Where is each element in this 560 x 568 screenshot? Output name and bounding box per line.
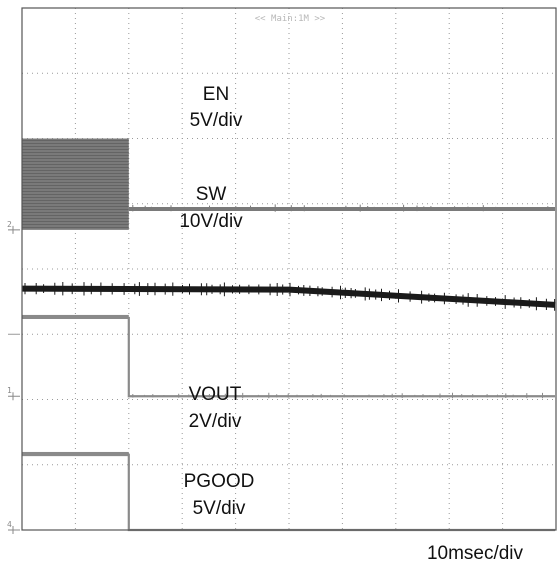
ground-marker-label: 1 (7, 386, 12, 395)
timebase-label: 10msec/div (427, 543, 524, 564)
scope-grid (22, 8, 556, 530)
vout-channel-name: VOUT (189, 384, 242, 405)
en-glitches (132, 392, 543, 399)
header-text: << Main:1M >> (255, 14, 326, 24)
sw-band-texture (22, 140, 129, 228)
ground-marker-icon (8, 526, 20, 534)
vout-noise (24, 282, 556, 311)
ground-marker-label: 4 (7, 520, 12, 529)
sw-channel-scale: 10V/div (179, 211, 243, 232)
vout-channel-scale: 2V/div (189, 411, 242, 432)
sw-channel-name: SW (196, 184, 227, 205)
pgood-high-band (22, 451, 129, 456)
scope-traces (21, 138, 556, 532)
sw-glitches (132, 204, 549, 212)
en-trace (22, 316, 555, 398)
sw-switching-band (22, 138, 129, 230)
ground-marker-icon (8, 225, 20, 234)
ground-marker-label: 2 (7, 220, 12, 229)
en-high-band (22, 314, 129, 319)
en-channel-scale: 5V/div (190, 110, 243, 131)
ground-marker-icon (8, 392, 20, 401)
vout-trace (21, 285, 556, 308)
pgood-channel-scale: 5V/div (193, 498, 246, 519)
en-channel-name: EN (203, 84, 229, 105)
pgood-channel-name: PGOOD (184, 471, 255, 492)
ground-markers: 1 2 4 (7, 220, 20, 534)
screen-border (21, 7, 557, 531)
